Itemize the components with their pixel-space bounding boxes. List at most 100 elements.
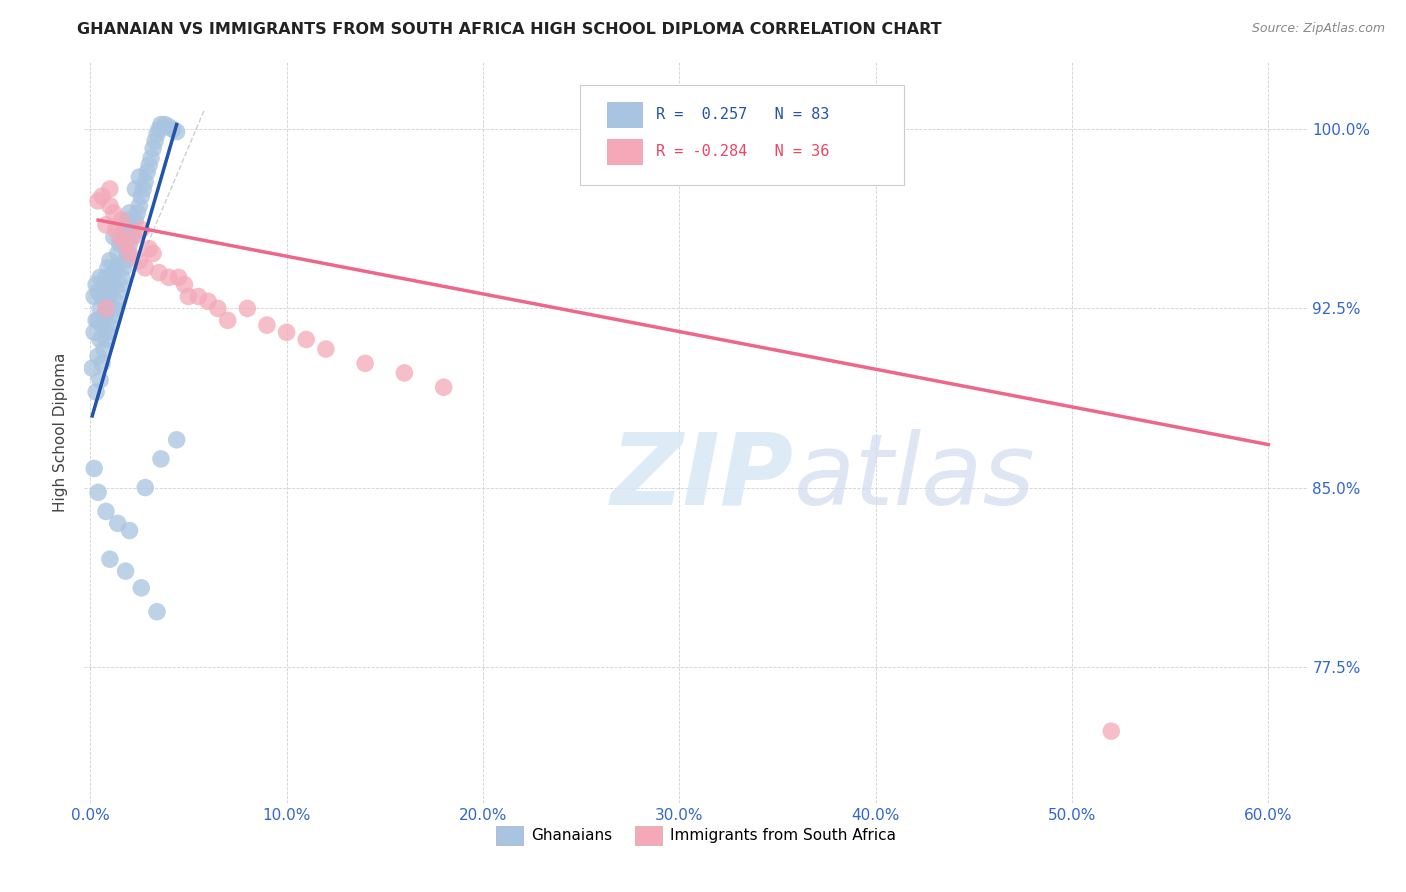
Point <box>94 218 117 232</box>
Point <box>256 318 278 333</box>
Point <box>91 318 114 333</box>
Point <box>112 260 135 275</box>
Point <box>142 141 165 155</box>
Point <box>107 516 129 531</box>
Point <box>91 289 114 303</box>
Point <box>433 380 456 394</box>
Point <box>148 266 170 280</box>
Point <box>121 229 143 244</box>
Point <box>149 118 172 132</box>
Point <box>153 118 176 132</box>
Point <box>104 294 127 309</box>
Point <box>207 301 229 316</box>
Point <box>166 125 188 139</box>
Point <box>83 326 105 340</box>
Point <box>108 229 131 244</box>
Point <box>94 301 117 316</box>
Point <box>124 182 146 196</box>
Point <box>148 122 170 136</box>
Point <box>128 199 150 213</box>
Text: atlas: atlas <box>794 428 1035 525</box>
Point <box>104 260 127 275</box>
Point <box>354 356 377 370</box>
Point <box>82 361 104 376</box>
Point <box>187 289 209 303</box>
Point <box>94 504 117 518</box>
Point <box>97 294 120 309</box>
Point <box>166 433 188 447</box>
Point <box>128 253 150 268</box>
FancyBboxPatch shape <box>579 85 904 185</box>
Point <box>276 326 298 340</box>
Point <box>149 451 172 466</box>
Point <box>143 134 166 148</box>
Point <box>108 277 131 292</box>
Point <box>146 605 169 619</box>
Point <box>177 289 200 303</box>
Point <box>89 301 111 316</box>
Point <box>98 199 121 213</box>
Point <box>107 285 129 299</box>
Point <box>122 229 145 244</box>
Point <box>101 277 124 292</box>
Point <box>103 206 125 220</box>
Point <box>114 564 136 578</box>
Point <box>146 127 169 141</box>
Point <box>98 253 121 268</box>
Point <box>83 461 105 475</box>
Point <box>101 309 124 323</box>
Point <box>91 356 114 370</box>
Point <box>114 218 136 232</box>
Point <box>138 158 160 172</box>
Point <box>97 326 120 340</box>
Point <box>122 222 145 236</box>
Point <box>112 222 135 236</box>
Point <box>134 260 156 275</box>
Point <box>157 120 180 134</box>
Point <box>134 175 156 189</box>
Point <box>98 318 121 333</box>
Point <box>84 313 107 327</box>
Point <box>1099 724 1122 739</box>
Point <box>118 236 141 251</box>
Point <box>91 189 114 203</box>
Point <box>89 333 111 347</box>
Point <box>128 170 150 185</box>
Point <box>93 277 115 292</box>
Point <box>103 229 125 244</box>
Point <box>197 294 219 309</box>
Point <box>108 236 131 251</box>
Point <box>217 313 239 327</box>
Text: GHANAIAN VS IMMIGRANTS FROM SOUTH AFRICA HIGH SCHOOL DIPLOMA CORRELATION CHART: GHANAIAN VS IMMIGRANTS FROM SOUTH AFRICA… <box>77 22 942 37</box>
Point <box>104 222 127 236</box>
Point <box>162 122 184 136</box>
Point <box>118 246 141 260</box>
Text: Source: ZipAtlas.com: Source: ZipAtlas.com <box>1251 22 1385 36</box>
Point <box>127 206 149 220</box>
Point <box>134 481 156 495</box>
Point <box>89 373 111 387</box>
Point <box>139 151 162 165</box>
FancyBboxPatch shape <box>606 102 644 128</box>
Point <box>138 242 160 256</box>
Point <box>87 313 110 327</box>
Point <box>87 349 110 363</box>
Point <box>118 524 141 538</box>
Point <box>111 270 134 285</box>
Point <box>315 342 337 356</box>
Point <box>142 246 165 260</box>
Legend: Ghanaians, Immigrants from South Africa: Ghanaians, Immigrants from South Africa <box>489 820 903 851</box>
Point <box>132 182 155 196</box>
Point <box>117 246 139 260</box>
Point <box>129 189 152 203</box>
Point <box>129 222 152 236</box>
Point <box>103 266 125 280</box>
FancyBboxPatch shape <box>606 138 644 165</box>
Point <box>87 485 110 500</box>
Point <box>89 270 111 285</box>
Point <box>236 301 259 316</box>
Point <box>173 277 195 292</box>
Text: R = -0.284   N = 36: R = -0.284 N = 36 <box>655 144 830 159</box>
Point <box>295 333 318 347</box>
Point <box>97 260 120 275</box>
